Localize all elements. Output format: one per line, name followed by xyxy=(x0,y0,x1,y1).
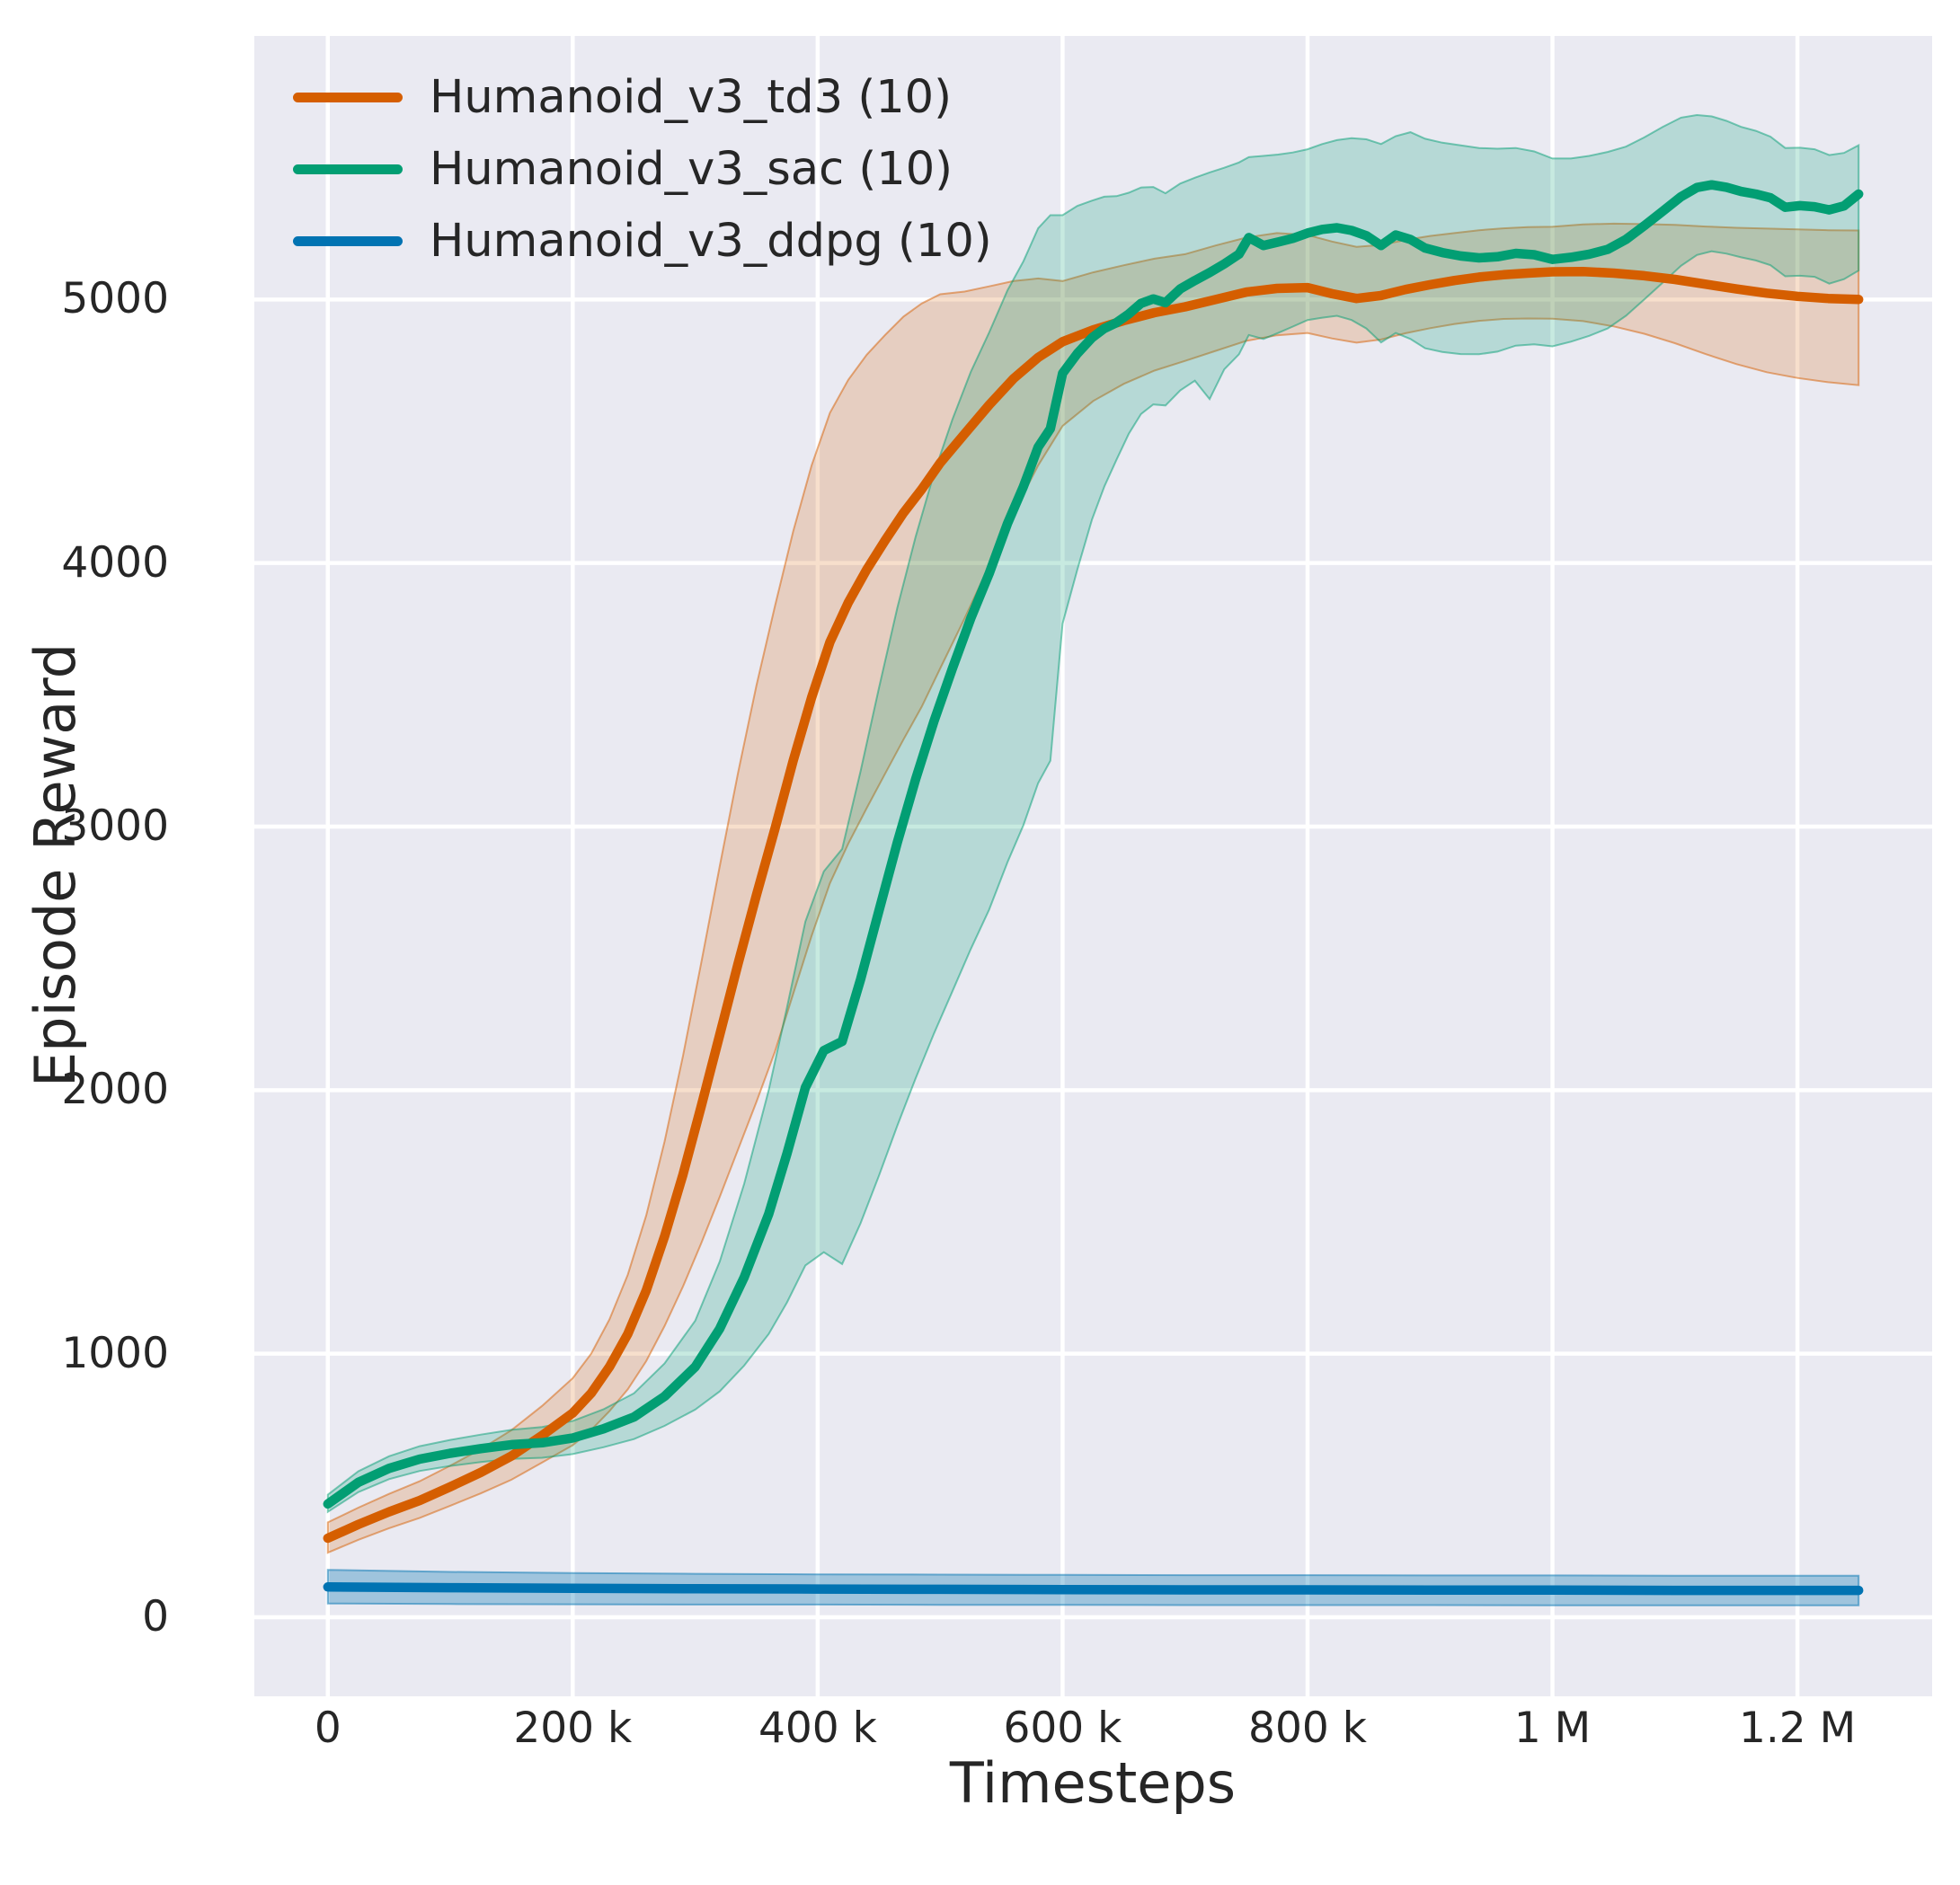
y-axis-label: Episode Reward xyxy=(22,642,88,1088)
legend-label-td3: Humanoid_v3_td3 (10) xyxy=(430,70,953,124)
ddpg-line-swatch xyxy=(293,235,403,246)
td3-line-swatch xyxy=(293,92,403,102)
legend-item-td3: Humanoid_v3_td3 (10) xyxy=(293,61,992,133)
sac-line-swatch xyxy=(293,164,403,174)
legend-item-ddpg: Humanoid_v3_ddpg (10) xyxy=(293,205,992,277)
legend: Humanoid_v3_td3 (10) Humanoid_v3_sac (10… xyxy=(293,61,992,277)
x-axis-label: Timesteps xyxy=(949,1750,1237,1816)
legend-label-sac: Humanoid_v3_sac (10) xyxy=(430,142,953,196)
plot-area xyxy=(254,36,1932,1696)
legend-item-sac: Humanoid_v3_sac (10) xyxy=(293,133,992,205)
ddpg-line xyxy=(323,1582,1864,1596)
series-layer xyxy=(323,113,1864,1606)
td3-band xyxy=(326,222,1860,1554)
td3-line xyxy=(323,266,1864,1544)
sac-line xyxy=(323,180,1864,1509)
sac-band xyxy=(326,113,1860,1514)
legend-label-ddpg: Humanoid_v3_ddpg (10) xyxy=(430,214,992,268)
